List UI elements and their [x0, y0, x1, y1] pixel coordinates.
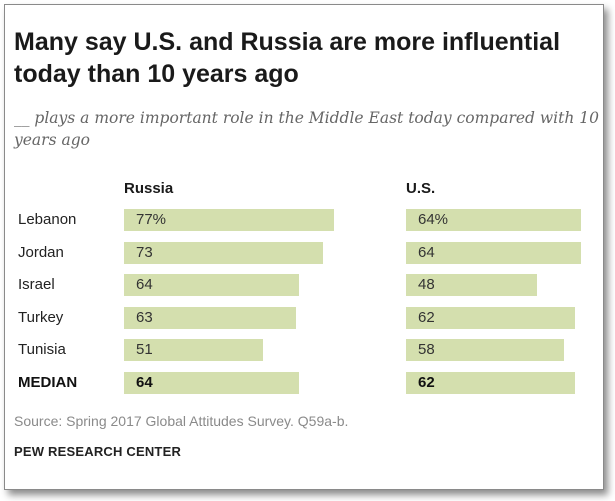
data-label: 51	[136, 341, 153, 358]
category-label: Jordan	[18, 243, 64, 261]
bar-series-0	[124, 241, 324, 264]
chart-title: Many say U.S. and Russia are more influe…	[14, 28, 561, 88]
bar-series-1	[406, 241, 581, 264]
column-header-0: Russia	[124, 180, 174, 197]
data-label: 64	[418, 243, 435, 261]
bar-series-0	[124, 274, 299, 296]
bar-series-0	[124, 306, 296, 329]
bar-series-1	[406, 339, 565, 361]
category-label: Lebanon	[18, 211, 77, 228]
bar-series-0	[124, 209, 335, 231]
category-label: Tunisia	[18, 341, 66, 358]
data-label: 63	[136, 308, 153, 326]
category-label: Israel	[18, 276, 55, 293]
data-label: 64	[136, 276, 153, 293]
data-label: 64	[136, 373, 153, 391]
column-header-1: U.S.	[406, 180, 436, 197]
source-note: Source: Spring 2017 Global Attitudes Sur…	[14, 413, 349, 429]
data-label: 64%	[418, 211, 449, 228]
data-label: 73	[136, 243, 153, 261]
data-label: 48	[418, 276, 435, 293]
data-label: 77%	[136, 211, 167, 228]
category-label: MEDIAN	[18, 373, 78, 391]
category-label: Turkey	[18, 308, 64, 326]
data-label: 58	[418, 341, 435, 358]
bar-series-1	[406, 209, 581, 231]
bar-series-1	[406, 371, 576, 394]
chart-subtitle: __ plays a more important role in the Mi…	[14, 109, 599, 149]
data-label: 62	[418, 308, 435, 326]
brand-name: PEW RESEARCH CENTER	[14, 444, 182, 459]
data-label: 62	[418, 373, 435, 391]
bar-series-1	[406, 274, 538, 296]
bar-series-1	[406, 306, 576, 329]
bar-series-0	[124, 371, 299, 394]
bar-series-0	[124, 339, 264, 361]
